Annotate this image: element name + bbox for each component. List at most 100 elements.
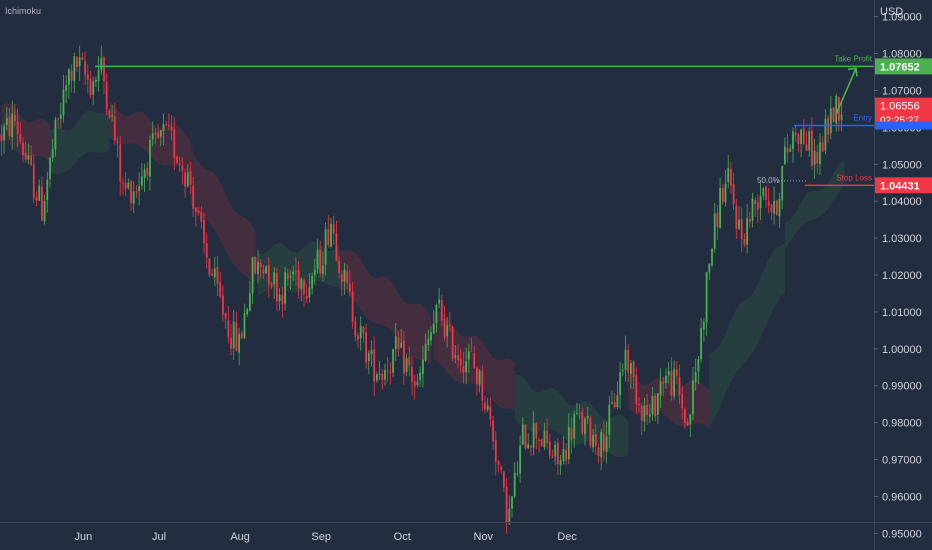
candle-body (330, 223, 332, 247)
candle-body (113, 116, 116, 141)
candle-body (500, 466, 503, 470)
price-tick-label: 1.04000 (882, 196, 922, 208)
candle-body (540, 439, 543, 447)
candle-body (605, 436, 608, 452)
candle-body (832, 107, 835, 122)
candle-body (789, 149, 792, 152)
candle-body (322, 265, 324, 274)
candle-body (535, 423, 538, 439)
candle-body (138, 186, 140, 192)
candle-body (59, 114, 62, 119)
candle-body (481, 371, 484, 401)
candle-body (759, 196, 762, 209)
candle-body (640, 406, 643, 421)
candle-body (624, 349, 627, 370)
cloud-segment (514, 374, 629, 457)
candle-body (516, 473, 519, 475)
stop-loss-price: 1.04431 (880, 180, 920, 192)
cloud-segment (784, 159, 845, 250)
candle-body (751, 198, 754, 221)
projection-arrow (835, 67, 857, 115)
candle-body (81, 57, 84, 60)
candle-body (32, 164, 35, 198)
candle-body (270, 282, 273, 287)
candle-body (11, 113, 14, 138)
candle-body (78, 57, 81, 67)
candle-body (108, 110, 111, 118)
candle-body (554, 444, 557, 457)
candle-body (219, 281, 222, 297)
candle-body (92, 81, 95, 95)
month-label: Jul (152, 531, 166, 543)
indicator-label[interactable]: Ichimoku (5, 6, 41, 16)
candle-body (76, 56, 78, 67)
candle-body (227, 320, 230, 338)
candle-body (70, 70, 73, 81)
candle-body (46, 179, 49, 200)
candle-body (135, 191, 138, 193)
candle-body (473, 353, 476, 369)
candle-body (240, 333, 243, 339)
candle-body (538, 439, 540, 442)
current-price: 1.06556 (880, 101, 920, 113)
candle-body (611, 402, 613, 404)
take-profit-label: Take Profit (834, 54, 873, 63)
candle-body (408, 356, 411, 366)
price-axis[interactable]: 1.090001.080001.070001.060001.050001.040… (874, 12, 922, 541)
candle-body (205, 243, 208, 258)
candle-body (462, 366, 465, 373)
candle-body (748, 218, 751, 223)
candle-body (303, 279, 305, 295)
candle-body (694, 372, 697, 382)
price-tick-label: 0.98000 (882, 418, 922, 430)
candle-body (613, 402, 616, 408)
candle-body (259, 262, 262, 268)
candle-body (735, 205, 738, 229)
candle-body (111, 115, 113, 117)
candle-body (673, 368, 675, 397)
candle-body (27, 155, 30, 160)
candle-body (384, 370, 386, 380)
candle-body (435, 304, 438, 324)
candle-body (168, 125, 170, 127)
candle-body (792, 131, 794, 149)
candle-body (184, 172, 186, 187)
candle-body (246, 308, 249, 315)
candle-body (449, 325, 451, 326)
price-tick-label: 1.01000 (882, 307, 922, 319)
candle-body (819, 142, 821, 164)
candle-body (222, 295, 224, 315)
candle-body (127, 182, 130, 188)
candle-body (781, 166, 784, 201)
candle-body (397, 337, 400, 350)
candle-body (313, 269, 316, 276)
candle-body (675, 369, 678, 377)
candle-body (589, 417, 592, 446)
candle-body (646, 405, 648, 415)
candle-body (494, 439, 497, 462)
candle-body (3, 126, 5, 141)
candle-body (689, 414, 692, 425)
price-badges: 1.07652 1.06556 02:25:27 1.04431 (875, 58, 932, 194)
candle-body (775, 200, 778, 215)
take-profit-badge (875, 58, 932, 75)
candle-body (548, 441, 551, 456)
candle-body (211, 273, 213, 276)
candle-body (692, 380, 694, 414)
candle-body (319, 249, 322, 274)
candle-body (292, 271, 295, 275)
candle-body (457, 355, 459, 360)
candle-body (57, 118, 59, 120)
candle-body (630, 363, 632, 375)
candle-body (454, 355, 457, 358)
candle-body (586, 416, 589, 418)
candle-body (489, 406, 492, 420)
candle-body (530, 445, 532, 448)
candle-body (200, 212, 203, 222)
candle-body (476, 368, 478, 384)
time-axis[interactable]: Jun Jul Aug Sep Oct Nov Dec (75, 531, 578, 543)
candle-body (562, 448, 565, 462)
